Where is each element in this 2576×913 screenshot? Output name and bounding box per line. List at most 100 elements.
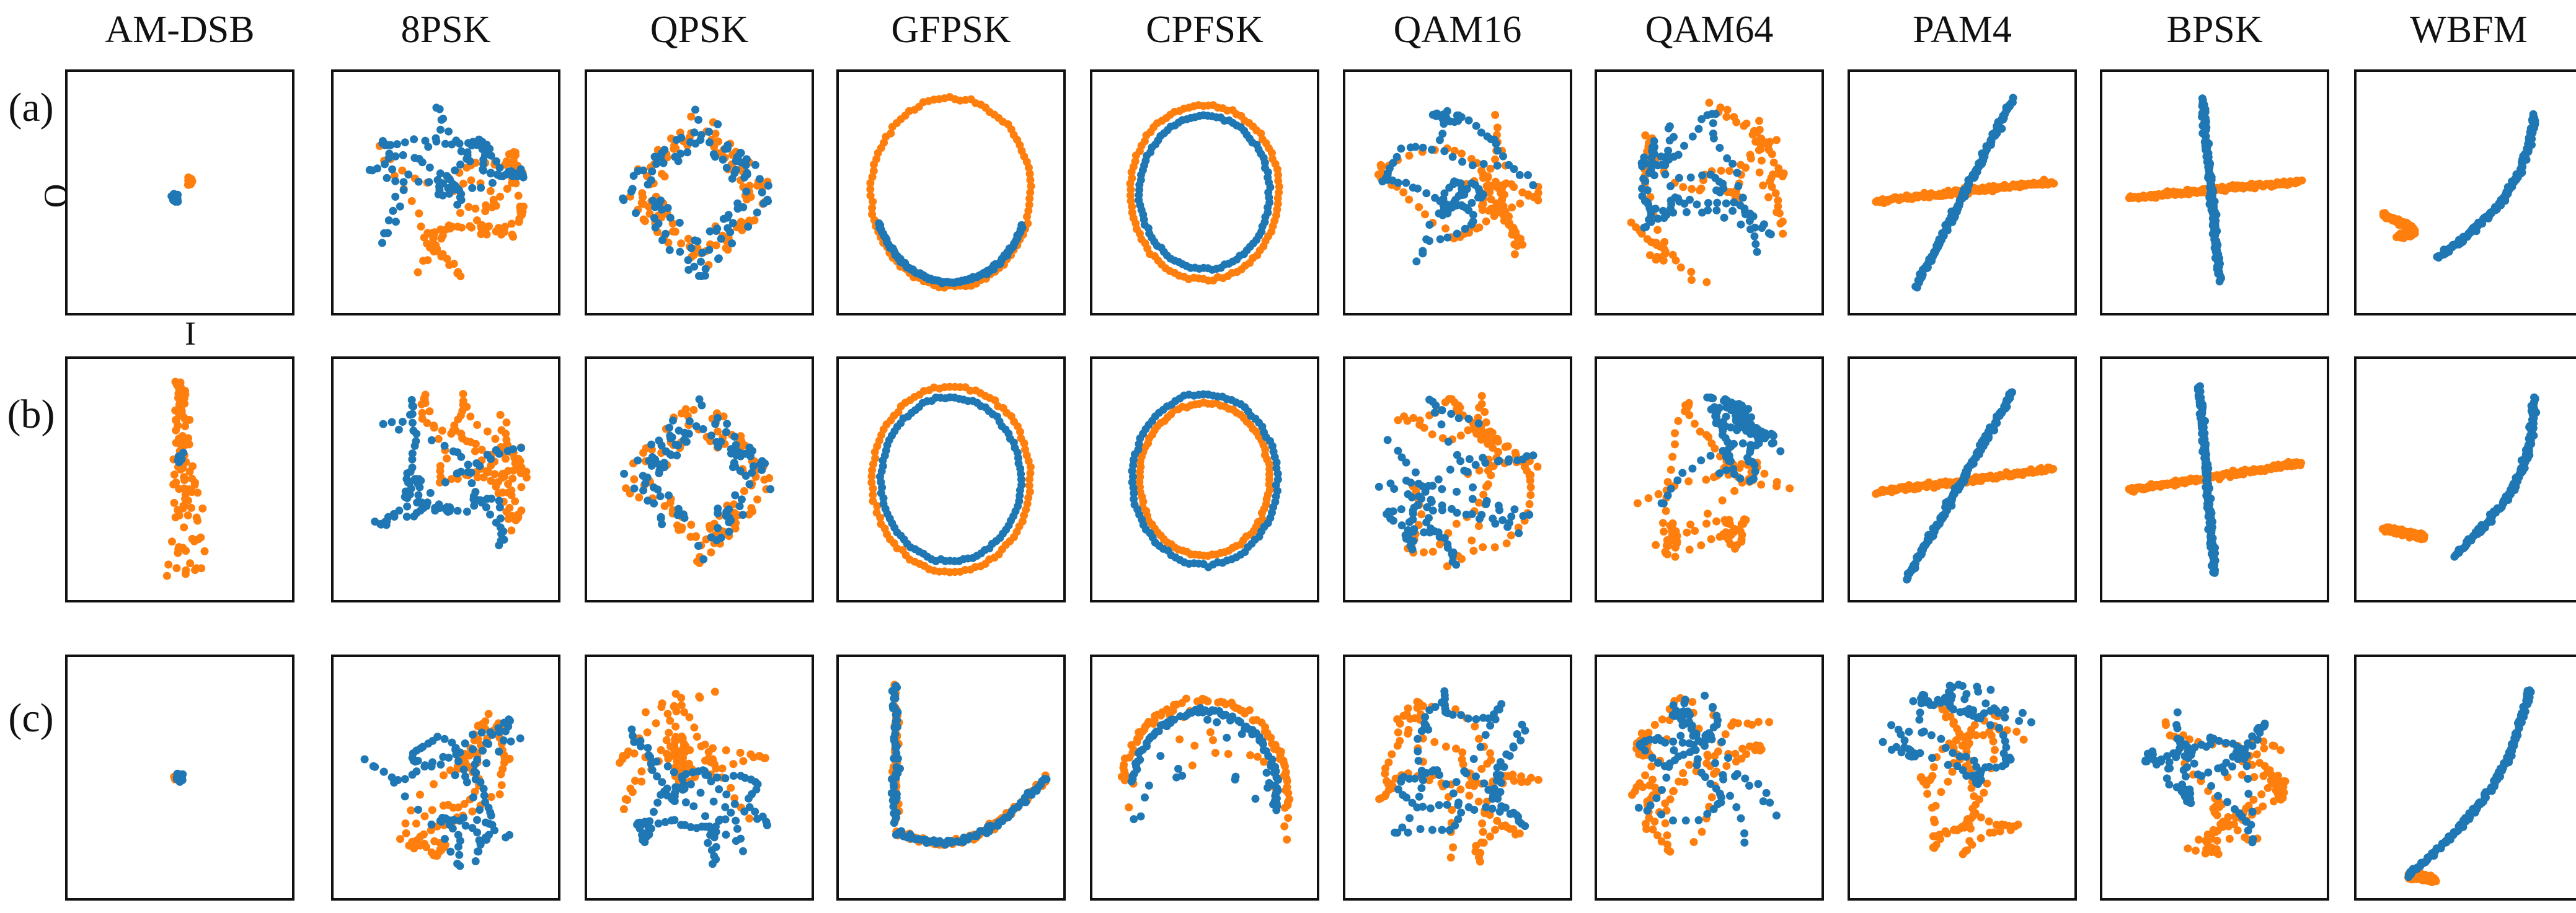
blue-point — [674, 505, 683, 513]
blue-point — [1660, 214, 1668, 223]
orange-point — [1759, 181, 1768, 190]
orange-point — [396, 835, 404, 844]
orange-point — [740, 487, 748, 495]
orange-point — [1524, 192, 1533, 200]
orange-point — [1474, 498, 1483, 507]
blue-point — [1431, 193, 1440, 202]
orange-point — [1663, 536, 1671, 544]
blue-point — [495, 728, 503, 736]
blue-point — [1666, 182, 1675, 190]
blue-point — [647, 176, 655, 185]
blue-point — [499, 736, 508, 744]
blue-point — [1746, 210, 1755, 218]
orange-point — [485, 222, 493, 231]
orange-point — [1774, 164, 1783, 173]
blue-point — [1397, 453, 1406, 462]
orange-point — [468, 807, 477, 816]
blue-point — [1664, 146, 1673, 155]
orange-point — [500, 472, 509, 481]
orange-point — [1737, 161, 1745, 169]
blue-point — [727, 516, 735, 524]
orange-point — [504, 514, 513, 523]
orange-point — [458, 434, 467, 443]
orange-point — [2408, 530, 2417, 539]
orange-point — [1484, 431, 1492, 439]
orange-point — [1755, 117, 1763, 125]
blue-series — [1135, 111, 1275, 274]
orange-point — [507, 526, 516, 535]
blue-point — [492, 157, 501, 165]
blue-point — [879, 456, 887, 465]
blue-point — [1738, 439, 1747, 448]
orange-point — [477, 230, 485, 239]
blue-point — [1750, 232, 1759, 240]
orange-point — [1685, 545, 1694, 554]
blue-point — [1415, 492, 1423, 501]
blue-point — [441, 139, 449, 148]
orange-point — [1690, 420, 1699, 428]
orange-point — [186, 559, 195, 568]
blue-series — [371, 395, 526, 550]
panel-cpfsk-b — [1090, 356, 1319, 602]
blue-point — [399, 151, 407, 159]
blue-point — [1411, 468, 1420, 477]
blue-point — [2530, 393, 2538, 402]
orange-point — [181, 570, 190, 578]
orange-point — [466, 412, 475, 421]
orange-point — [516, 202, 524, 211]
blue-series — [619, 105, 772, 280]
orange-point — [638, 189, 647, 198]
blue-point — [1688, 464, 1697, 473]
orange-point — [681, 405, 690, 413]
blue-point — [1453, 229, 1461, 238]
blue-point — [1759, 220, 1768, 229]
blue-series — [1657, 393, 1785, 508]
orange-series — [1135, 398, 1274, 560]
orange-point — [1428, 547, 1437, 556]
blue-point — [495, 164, 504, 172]
blue-point — [676, 247, 684, 256]
blue-point — [691, 105, 699, 114]
blue-point — [439, 115, 448, 123]
orange-point — [434, 434, 443, 443]
orange-point — [502, 418, 511, 427]
orange-point — [429, 234, 438, 243]
orange-point — [1674, 417, 1683, 425]
blue-point — [744, 223, 753, 231]
orange-point — [1025, 194, 1034, 203]
orange-point — [1026, 188, 1035, 196]
orange-point — [687, 521, 696, 529]
blue-point — [379, 137, 387, 145]
blue-point — [644, 496, 652, 505]
blue-point — [1448, 152, 1457, 161]
orange-point — [487, 477, 495, 485]
panel-frame — [331, 356, 560, 602]
blue-point — [373, 164, 382, 173]
orange-point — [1679, 183, 1688, 192]
blue-point — [737, 495, 746, 504]
blue-point — [369, 762, 378, 770]
row-label-c: (c) — [8, 695, 53, 741]
blue-point — [697, 257, 705, 266]
orange-point — [1482, 217, 1490, 226]
orange-point — [1024, 219, 1032, 227]
blue-point — [1443, 233, 1452, 242]
blue-series — [1637, 110, 1775, 256]
orange-point — [1458, 149, 1466, 158]
orange-point — [483, 467, 492, 475]
blue-point — [1647, 161, 1656, 169]
blue-series — [620, 395, 775, 563]
blue-point — [390, 513, 399, 521]
blue-series — [1903, 388, 2016, 584]
orange-point — [1727, 528, 1736, 537]
blue-point — [414, 805, 422, 814]
orange-point — [511, 179, 520, 188]
orange-point — [687, 112, 696, 121]
orange-point — [1405, 151, 1414, 160]
panel-qam64-b — [1595, 356, 1824, 602]
blue-point — [1728, 206, 1737, 215]
blue-point — [401, 775, 409, 783]
blue-point — [1425, 237, 1433, 245]
blue-series — [1378, 107, 1538, 266]
orange-point — [1481, 408, 1489, 417]
